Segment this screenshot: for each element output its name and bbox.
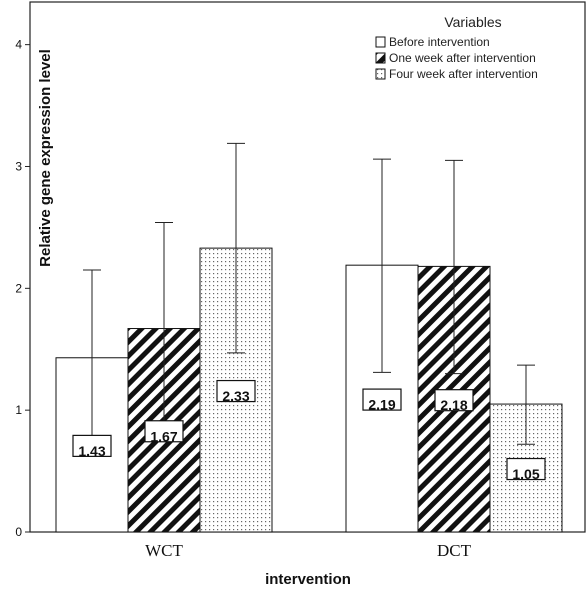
plot-frame bbox=[29, 1, 586, 533]
data-label-box bbox=[216, 379, 256, 403]
error-bar bbox=[445, 159, 463, 375]
data-label: 1.67 bbox=[150, 428, 177, 444]
x-category-label: DCT bbox=[437, 541, 472, 560]
y-tick-label: 4 bbox=[15, 38, 22, 52]
y-axis-title: Relative gene expression level bbox=[37, 49, 54, 267]
legend-label-four-week: Four week after intervention bbox=[389, 67, 538, 81]
legend: Variables Before intervention One week a… bbox=[375, 14, 538, 81]
x-axis-categories: WCT DCT bbox=[145, 541, 472, 560]
data-label-box bbox=[434, 389, 474, 412]
legend-swatch-four-week bbox=[375, 68, 386, 80]
data-label-box bbox=[362, 388, 402, 411]
x-category-label: WCT bbox=[145, 541, 183, 560]
data-label: 1.05 bbox=[512, 466, 539, 482]
y-tick-label: 1 bbox=[15, 403, 22, 417]
data-label: 2.19 bbox=[368, 397, 395, 413]
data-label: 2.18 bbox=[440, 397, 467, 413]
data-label-box bbox=[144, 420, 184, 443]
bars bbox=[55, 247, 563, 533]
data-label: 2.33 bbox=[222, 388, 249, 404]
error-bar bbox=[373, 158, 391, 373]
y-axis: 0 1 2 3 4 bbox=[15, 38, 30, 539]
error-bar bbox=[227, 142, 245, 354]
y-tick-label: 0 bbox=[15, 525, 22, 539]
data-label: 1.43 bbox=[78, 443, 105, 459]
y-tick-label: 3 bbox=[15, 159, 22, 173]
legend-swatch-before bbox=[375, 36, 386, 48]
x-axis-title: intervention bbox=[265, 571, 351, 588]
legend-label-one-week: One week after intervention bbox=[389, 51, 536, 65]
data-label-box bbox=[506, 457, 546, 481]
y-tick-label: 2 bbox=[15, 281, 22, 295]
data-label-box bbox=[72, 434, 112, 457]
data-labels: 1.43 1.67 2.33 2.19 2.18 1.05 bbox=[72, 379, 546, 482]
legend-swatch-one-week bbox=[375, 52, 386, 64]
legend-label-before: Before intervention bbox=[389, 35, 490, 49]
error-bar bbox=[517, 364, 535, 445]
legend-title: Variables bbox=[444, 14, 501, 30]
